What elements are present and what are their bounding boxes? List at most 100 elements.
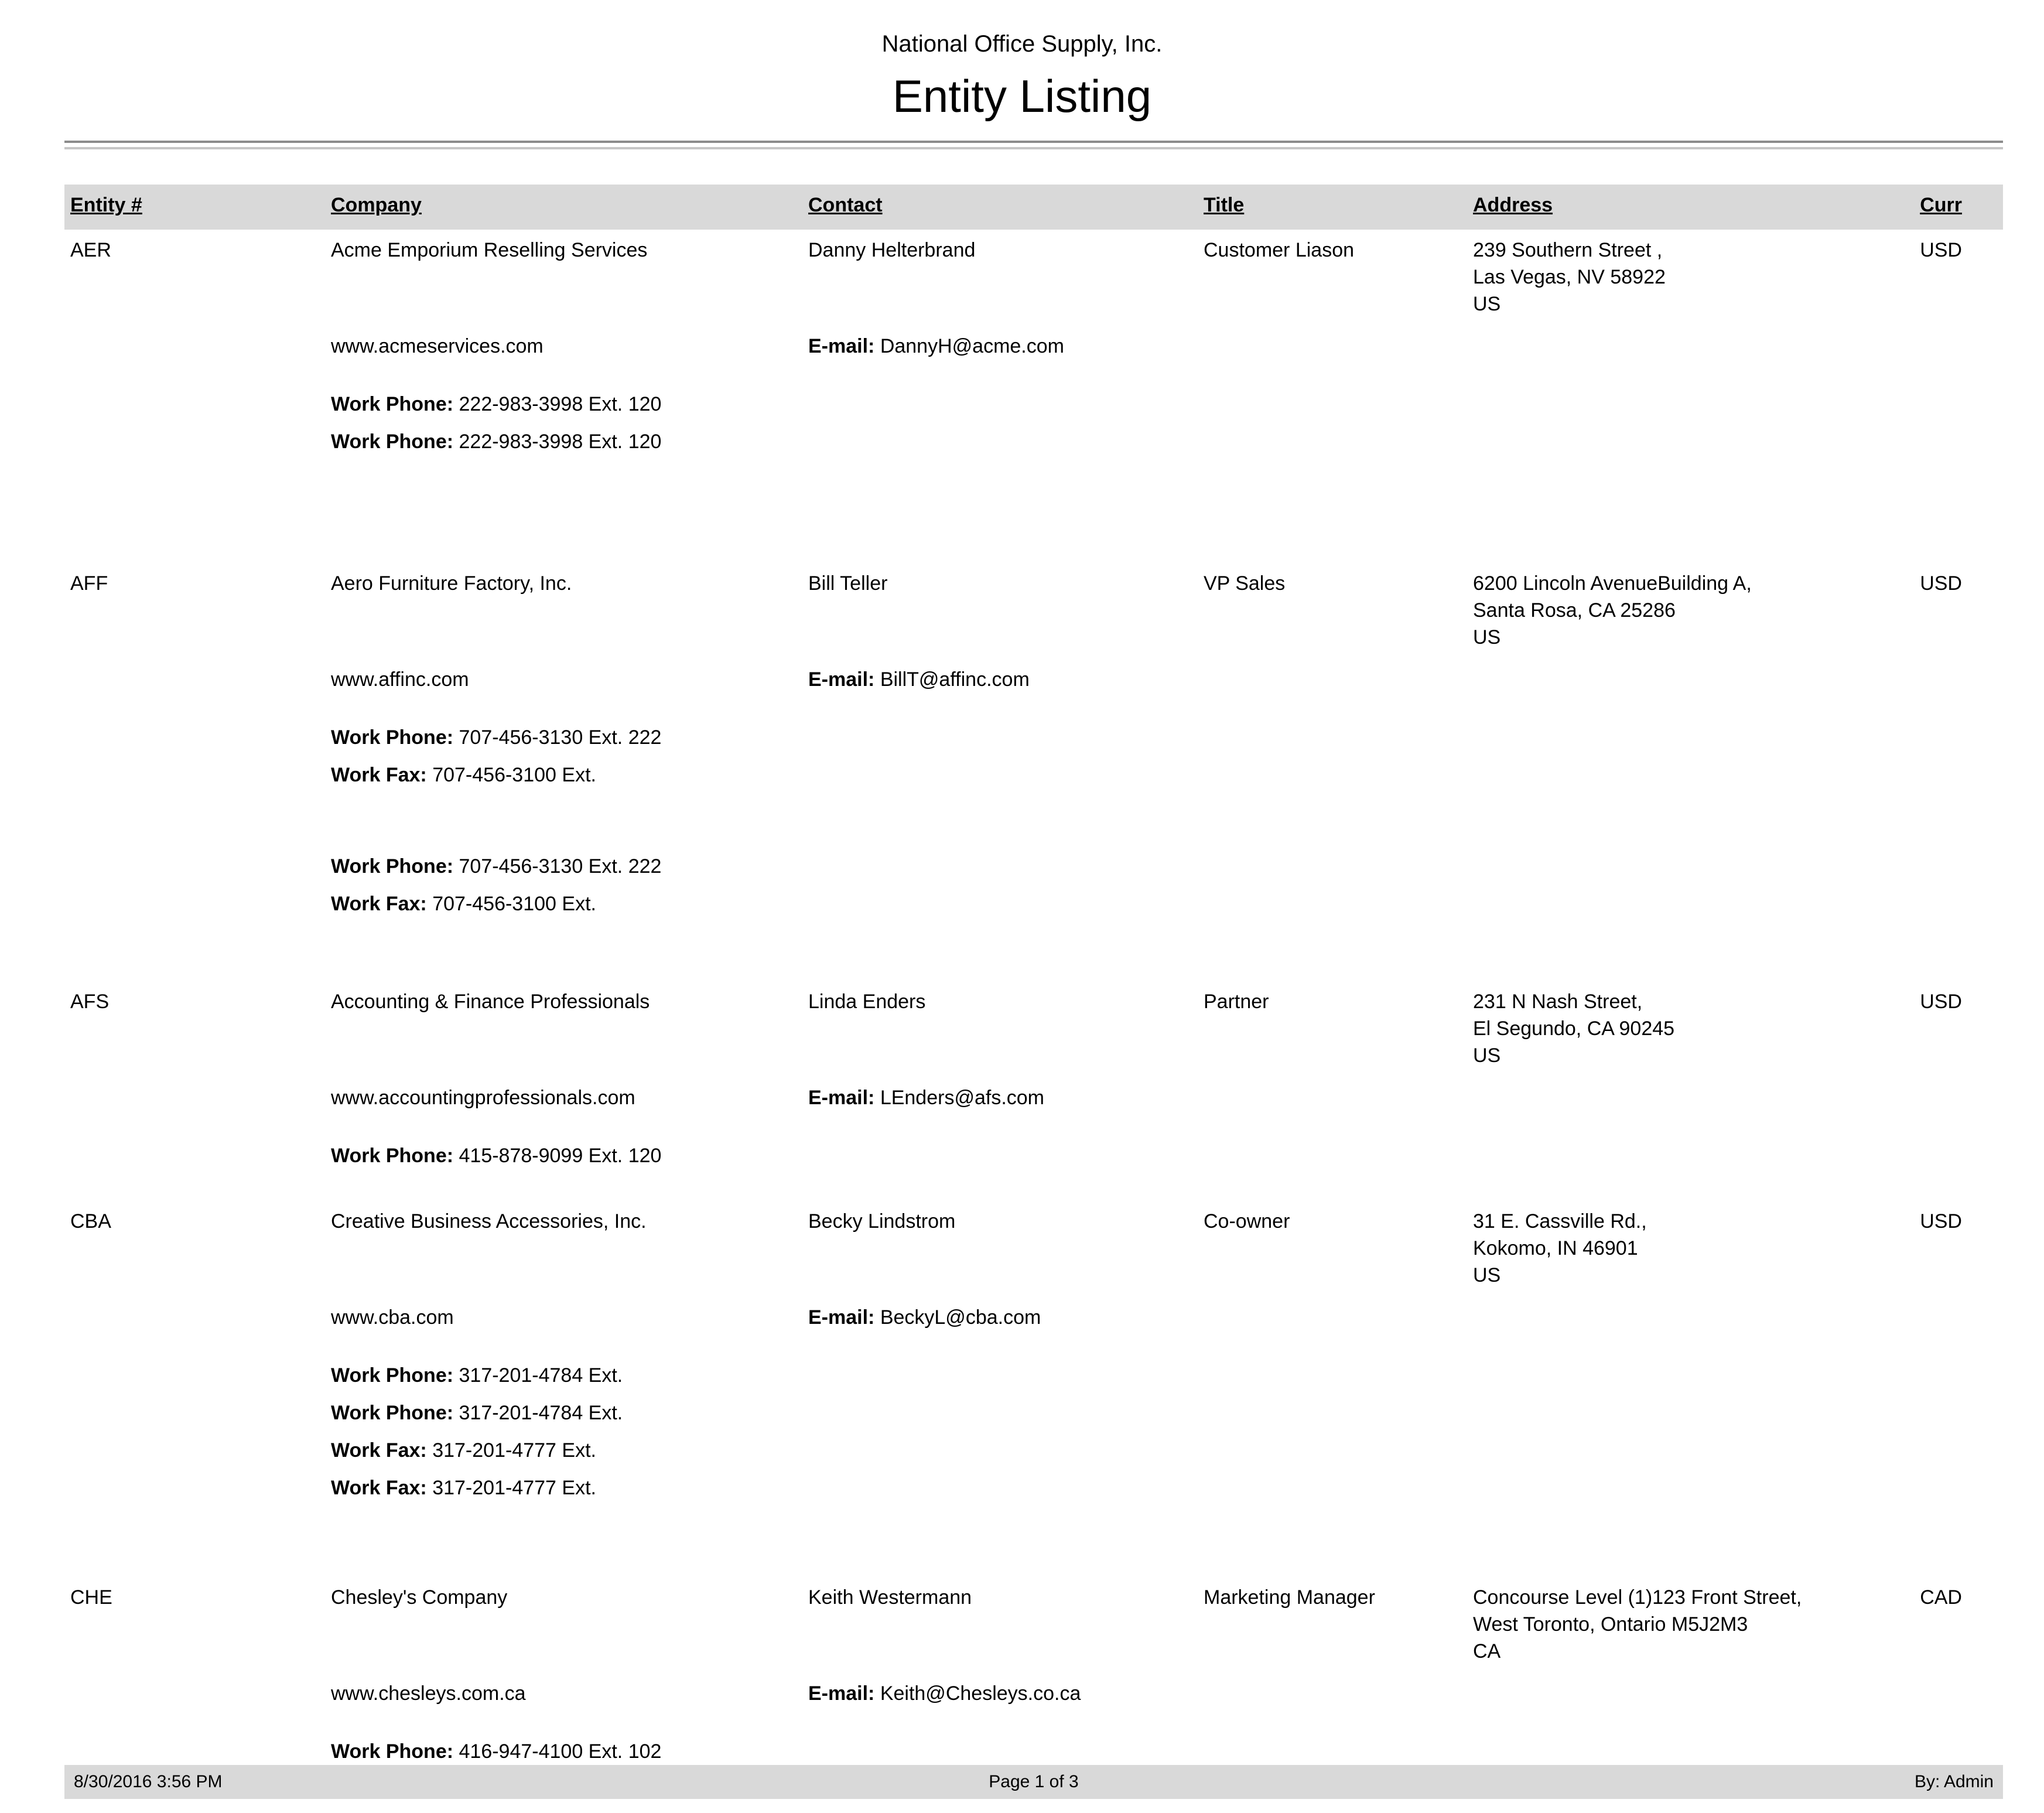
phone-group: Work Phone: 707-456-3130 Ext. 222 Work Fa… xyxy=(331,848,1204,923)
currency-code: USD xyxy=(1920,1210,1962,1232)
phone-value: 707-456-3130 Ext. 222 xyxy=(459,726,662,749)
contact-title: Co-owner xyxy=(1204,1210,1290,1232)
email-line: E-mail: DannyH@acme.com xyxy=(808,333,1473,360)
phone-label: Work Fax: xyxy=(331,764,427,786)
email-line: E-mail: Keith@Chesleys.co.ca xyxy=(808,1680,1473,1707)
phone-line: Work Fax: 317-201-4777 Ext. xyxy=(331,1469,1204,1507)
contact-name: Danny Helterbrand xyxy=(808,239,976,261)
entity-code: CHE xyxy=(70,1586,112,1609)
website-link: www.chesleys.com.ca xyxy=(331,1682,526,1705)
website-link: www.cba.com xyxy=(331,1306,454,1329)
column-header-row: Entity # Company Contact Title Address C… xyxy=(64,185,2003,230)
phone-line: Work Phone: 222-983-3998 Ext. 120 xyxy=(331,423,1204,460)
email-line: E-mail: BillT@affinc.com xyxy=(808,666,1473,693)
address-line: 6200 Lincoln AvenueBuilding A, xyxy=(1473,572,1752,595)
phone-group: Work Phone: 416-947-4100 Ext. 102 xyxy=(331,1733,1204,1770)
address-line: 239 Southern Street , xyxy=(1473,239,1663,261)
currency-code: USD xyxy=(1920,991,1962,1013)
entity-row: AER Acme Emporium Reselling Services Dan… xyxy=(70,230,2003,460)
company-name: Acme Emporium Reselling Services xyxy=(331,239,648,261)
phone-line: Work Phone: 222-983-3998 Ext. 120 xyxy=(331,385,1204,423)
email-line: E-mail: LEnders@afs.com xyxy=(808,1084,1473,1111)
company-name: Aero Furniture Factory, Inc. xyxy=(331,572,572,595)
phone-line: Work Phone: 416-947-4100 Ext. 102 xyxy=(331,1733,1204,1770)
address-cell: Concourse Level (1)123 Front Street, West… xyxy=(1473,1584,1915,1665)
phone-value: 222-983-3998 Ext. 120 xyxy=(459,431,662,453)
address-line: El Segundo, CA 90245 xyxy=(1473,1018,1675,1040)
phone-group: Work Phone: 415-878-9099 Ext. 120 xyxy=(331,1137,1204,1174)
address-line: 231 N Nash Street, xyxy=(1473,991,1643,1013)
phone-value: 415-878-9099 Ext. 120 xyxy=(459,1145,662,1167)
phone-line: Work Fax: 317-201-4777 Ext. xyxy=(331,1432,1204,1469)
company-header-title: National Office Supply, Inc. xyxy=(881,31,1163,57)
phone-value: 317-201-4777 Ext. xyxy=(432,1439,596,1462)
entity-code: AER xyxy=(70,239,111,261)
phone-label: Work Fax: xyxy=(331,1439,427,1462)
column-header-contact: Contact xyxy=(808,194,883,216)
currency-code: USD xyxy=(1920,239,1962,261)
email-value: BeckyL@cba.com xyxy=(880,1306,1041,1329)
currency-code: CAD xyxy=(1920,1586,1962,1609)
entity-code: AFS xyxy=(70,991,110,1013)
email-label: E-mail: xyxy=(808,1306,875,1329)
phone-label: Work Phone: xyxy=(331,431,454,453)
phone-group: Work Phone: 222-983-3998 Ext. 120 Work Ph… xyxy=(331,385,1204,460)
phone-line: Work Phone: 317-201-4784 Ext. xyxy=(331,1394,1204,1432)
company-name: Chesley's Company xyxy=(331,1586,508,1609)
address-line: Kokomo, IN 46901 xyxy=(1473,1237,1638,1259)
email-value: BillT@affinc.com xyxy=(880,668,1030,691)
title-divider xyxy=(64,141,2003,149)
email-value: DannyH@acme.com xyxy=(880,335,1064,357)
address-cell: 6200 Lincoln AvenueBuilding A, Santa Rosa… xyxy=(1473,570,1915,651)
phone-groups: Work Phone: 416-947-4100 Ext. 102 xyxy=(331,1733,1204,1770)
phone-label: Work Phone: xyxy=(331,1740,454,1763)
entity-code: AFF xyxy=(70,572,108,595)
address-line: US xyxy=(1473,1044,1501,1067)
currency-code: USD xyxy=(1920,572,1962,595)
phone-value: 317-201-4784 Ext. xyxy=(459,1402,623,1424)
email-value: LEnders@afs.com xyxy=(880,1087,1044,1109)
report-header: National Office Supply, Inc. Entity List… xyxy=(0,0,2044,125)
contact-title: Customer Liason xyxy=(1204,239,1355,261)
entity-row: AFF Aero Furniture Factory, Inc. Bill Te… xyxy=(70,563,2003,923)
address-line: US xyxy=(1473,1264,1501,1286)
phone-groups: Work Phone: 707-456-3130 Ext. 222 Work Fa… xyxy=(331,719,1204,923)
phone-label: Work Phone: xyxy=(331,393,454,415)
address-cell: 231 N Nash Street, El Segundo, CA 90245 US xyxy=(1473,988,1915,1069)
contact-name: Bill Teller xyxy=(808,572,888,595)
address-line: CA xyxy=(1473,1640,1501,1662)
company-name: Accounting & Finance Professionals xyxy=(331,991,650,1013)
phone-label: Work Fax: xyxy=(331,893,427,915)
contact-title: Partner xyxy=(1204,991,1269,1013)
column-header-entity: Entity # xyxy=(70,194,142,216)
address-cell: 239 Southern Street , Las Vegas, NV 58922… xyxy=(1473,237,1915,317)
phone-label: Work Phone: xyxy=(331,855,454,878)
company-name: Creative Business Accessories, Inc. xyxy=(331,1210,647,1232)
phone-label: Work Phone: xyxy=(331,726,454,749)
footer-page-number: Page 1 of 3 xyxy=(989,1772,1079,1791)
email-value: Keith@Chesleys.co.ca xyxy=(880,1682,1081,1705)
email-label: E-mail: xyxy=(808,668,875,691)
phone-value: 317-201-4777 Ext. xyxy=(432,1477,596,1499)
entity-rows: AER Acme Emporium Reselling Services Dan… xyxy=(70,230,2003,1770)
phone-line: Work Fax: 707-456-3100 Ext. xyxy=(331,756,1204,794)
footer-author: By: Admin xyxy=(1914,1772,1994,1791)
email-label: E-mail: xyxy=(808,1087,875,1109)
phone-value: 707-456-3100 Ext. xyxy=(432,893,596,915)
contact-name: Becky Lindstrom xyxy=(808,1210,956,1232)
phone-line: Work Phone: 707-456-3130 Ext. 222 xyxy=(331,848,1204,885)
address-line: Las Vegas, NV 58922 xyxy=(1473,266,1666,288)
column-header-address: Address xyxy=(1473,194,1553,216)
phone-line: Work Phone: 317-201-4784 Ext. xyxy=(331,1357,1204,1394)
address-line: 31 E. Cassville Rd., xyxy=(1473,1210,1647,1232)
address-line: West Toronto, Ontario M5J2M3 xyxy=(1473,1613,1748,1636)
phone-label: Work Fax: xyxy=(331,1477,427,1499)
phone-line: Work Fax: 707-456-3100 Ext. xyxy=(331,885,1204,923)
phone-label: Work Phone: xyxy=(331,1145,454,1167)
phone-group: Work Phone: 317-201-4784 Ext. Work Phone:… xyxy=(331,1357,1204,1507)
phone-value: 416-947-4100 Ext. 102 xyxy=(459,1740,662,1763)
column-header-company: Company xyxy=(331,194,422,216)
address-line: Concourse Level (1)123 Front Street, xyxy=(1473,1586,1802,1609)
email-label: E-mail: xyxy=(808,335,875,357)
